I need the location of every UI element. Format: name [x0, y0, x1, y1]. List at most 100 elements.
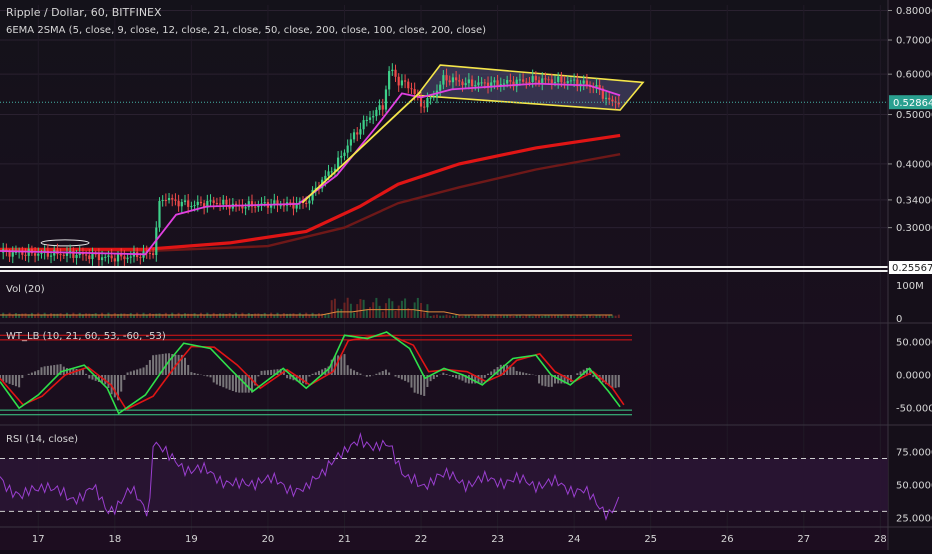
candle-body	[544, 78, 547, 80]
candle-body	[375, 109, 378, 117]
candle-body	[604, 97, 608, 99]
candle-body	[279, 205, 282, 207]
candle-body	[560, 76, 563, 83]
candle-body	[416, 94, 419, 98]
volume-bar	[91, 313, 94, 318]
volume-bar	[429, 315, 432, 318]
time-tick-label: 17	[32, 534, 45, 545]
volume-bar	[21, 313, 24, 318]
volume-bar	[381, 311, 384, 318]
time-tick-label: 26	[721, 534, 734, 545]
volume-bar	[582, 316, 585, 318]
candle-body	[442, 75, 445, 85]
candle-body	[305, 202, 308, 204]
volume-bar	[598, 314, 601, 318]
volume-bar	[317, 313, 320, 318]
candle-body	[40, 252, 43, 254]
candle-body	[486, 82, 490, 88]
volume-bar	[461, 316, 464, 318]
candle-body	[234, 203, 238, 206]
candle-body	[394, 69, 397, 77]
candle-body	[180, 201, 183, 207]
volume-bar	[155, 313, 158, 318]
volume-bar	[324, 313, 327, 318]
rsi-title: RSI (14, close)	[6, 434, 79, 445]
candle-body	[59, 254, 62, 256]
volume-bar	[518, 314, 521, 318]
volume-bar	[196, 314, 199, 318]
candle-body	[65, 252, 69, 256]
volume-bar	[502, 315, 505, 318]
candle-body	[113, 258, 116, 262]
candle-body	[292, 202, 295, 209]
candle-body	[215, 202, 218, 204]
candle-body	[183, 200, 187, 202]
candle-body	[49, 255, 53, 257]
candle-body	[107, 255, 110, 257]
volume-bar	[5, 315, 8, 318]
candle-body	[531, 76, 534, 82]
candle-body	[522, 79, 525, 82]
volume-bar	[474, 314, 477, 318]
candle-body	[260, 203, 263, 205]
volume-bar	[308, 315, 311, 318]
candle-body	[203, 203, 206, 208]
candle-body	[212, 200, 215, 203]
candle-body	[337, 157, 340, 169]
volume-bar	[238, 315, 241, 318]
candle-body	[247, 201, 250, 208]
time-tick-label: 27	[797, 534, 810, 545]
candle-body	[451, 77, 455, 83]
candle-body	[196, 201, 199, 206]
candle-body	[547, 79, 550, 81]
candle-body	[525, 81, 528, 83]
volume-bar	[528, 314, 531, 318]
volume-bar	[292, 313, 295, 318]
volume-bar	[24, 313, 27, 318]
pane-separator	[0, 266, 888, 268]
volume-bar	[11, 314, 14, 318]
volume-bar	[88, 313, 91, 318]
volume-bar	[168, 315, 171, 318]
candle-body	[88, 255, 91, 260]
volume-bar	[589, 314, 592, 318]
candle-body	[429, 97, 432, 99]
candle-body	[381, 105, 384, 110]
volume-bar	[496, 314, 499, 318]
volume-bar	[432, 315, 435, 318]
candle-body	[193, 205, 196, 207]
candle-body	[276, 200, 279, 206]
volume-bar	[343, 302, 346, 318]
candle-body	[263, 202, 266, 204]
candle-body	[167, 198, 171, 201]
candle-body	[171, 198, 174, 200]
candle-body	[254, 206, 257, 208]
volume-bar	[378, 305, 381, 318]
volume-bar	[384, 303, 387, 318]
volume-bar	[40, 315, 43, 318]
volume-bar	[487, 314, 490, 318]
candle-body	[123, 256, 126, 260]
candle-body	[289, 202, 292, 204]
candle-body	[595, 85, 598, 89]
candle-body	[493, 80, 496, 83]
volume-bar	[330, 300, 333, 318]
candle-body	[419, 97, 423, 107]
candle-body	[509, 80, 512, 82]
candle-body	[499, 84, 502, 86]
candle-body	[104, 256, 107, 258]
time-tick-label: 28	[874, 534, 887, 545]
volume-bar	[104, 315, 107, 318]
volume-bar	[266, 315, 269, 318]
candle-body	[352, 132, 356, 140]
volume-bar	[467, 314, 470, 318]
ema-line	[0, 82, 621, 256]
candle-body	[512, 81, 515, 87]
rsi-line	[0, 432, 620, 521]
volume-bar	[442, 315, 445, 318]
volume-bar	[423, 312, 426, 318]
candle-body	[467, 79, 470, 84]
